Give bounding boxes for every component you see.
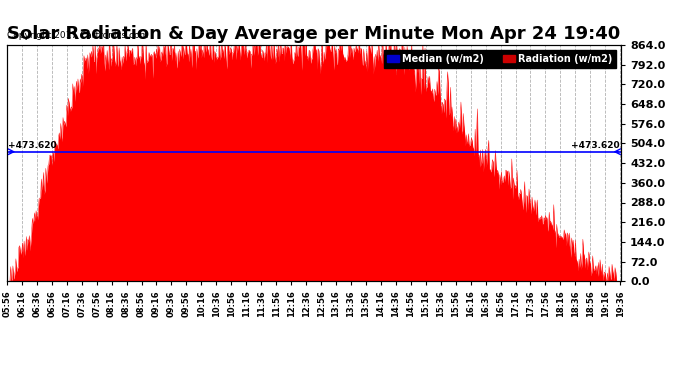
Legend: Median (w/m2), Radiation (w/m2): Median (w/m2), Radiation (w/m2) (384, 50, 616, 68)
Text: +473.620: +473.620 (8, 141, 57, 150)
Text: Copyright 2017 Cartronics.com: Copyright 2017 Cartronics.com (7, 31, 148, 40)
Text: +473.620: +473.620 (571, 141, 620, 150)
Title: Solar Radiation & Day Average per Minute Mon Apr 24 19:40: Solar Radiation & Day Average per Minute… (8, 26, 620, 44)
